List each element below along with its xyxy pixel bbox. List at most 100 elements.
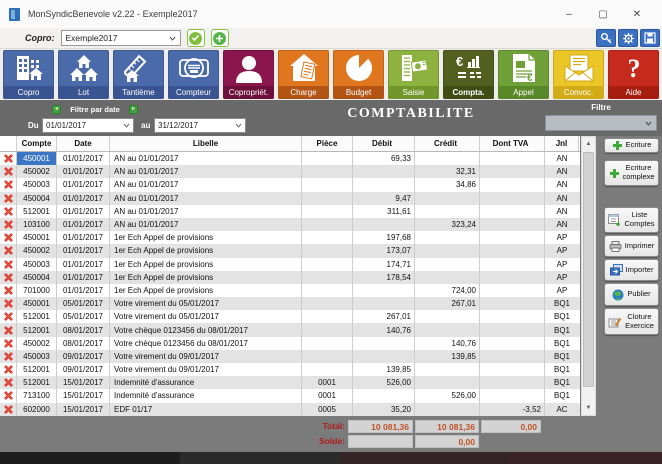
table-row[interactable]: 602000 15/01/2017 EDF 01/17 0005 35,20 -3,52 A… (0, 402, 580, 416)
cell-credit[interactable] (415, 376, 480, 390)
cell-debit[interactable]: 35,20 (353, 402, 415, 416)
cell-piece[interactable] (302, 323, 353, 337)
table-row[interactable]: 450001 01/01/2017 AN au 01/01/2017 69,33 AN (0, 152, 580, 166)
cell-date[interactable]: 01/01/2017 (57, 231, 110, 245)
delete-row-icon[interactable] (0, 363, 17, 377)
cell-compte[interactable]: 450003 (17, 349, 57, 363)
cell-libelle[interactable]: Indemnité d'assurance (110, 389, 302, 403)
table-row[interactable]: 450001 05/01/2017 Votre virement du 05/01/… (0, 297, 580, 311)
nav-button-coproprit[interactable]: Copropriét. (223, 50, 274, 99)
cell-jnl[interactable]: AC (556, 404, 568, 414)
cell-credit[interactable] (415, 191, 480, 205)
cell-piece[interactable] (302, 217, 353, 232)
delete-row-icon[interactable] (0, 323, 17, 337)
cell-credit[interactable]: 526,00 (415, 389, 480, 403)
cell-credit[interactable] (415, 257, 480, 271)
table-row[interactable]: 512001 09/01/2017 Votre virement du 09/01/… (0, 363, 580, 377)
cell-compte[interactable]: 450001 (17, 231, 57, 245)
nav-button-lot[interactable]: Lot (58, 50, 109, 99)
cell-jnl[interactable]: BQ1 (553, 299, 570, 309)
cell-libelle[interactable]: Votre virement du 09/01/2017 (110, 349, 302, 363)
cell-credit[interactable] (415, 310, 480, 324)
delete-row-icon[interactable] (0, 270, 17, 284)
cell-compte[interactable]: 450003 (17, 178, 57, 192)
license-key-button[interactable] (596, 29, 616, 47)
cell-jnl[interactable]: AP (556, 272, 568, 282)
cell-libelle[interactable]: 1er Ech Appel de provisions (110, 270, 302, 284)
nav-button-appel[interactable]: € Appel (498, 50, 549, 99)
cell-piece[interactable] (302, 310, 353, 324)
cell-debit[interactable]: 178,54 (353, 270, 415, 284)
cell-piece[interactable] (302, 283, 353, 298)
cell-piece[interactable] (302, 204, 353, 218)
cell-piece[interactable]: 0001 (302, 389, 353, 403)
cell-dont-tva[interactable] (480, 191, 545, 205)
validate-copro-button[interactable] (186, 29, 205, 47)
nav-button-saisie[interactable]: Saisie (388, 50, 439, 99)
delete-row-icon[interactable] (0, 231, 17, 245)
cell-piece[interactable] (302, 297, 353, 311)
cell-credit[interactable] (415, 204, 480, 218)
cell-date[interactable]: 08/01/2017 (57, 336, 110, 350)
date-to-select[interactable]: 31/12/2017 (154, 118, 246, 133)
cell-jnl[interactable]: BQ1 (553, 378, 570, 388)
cell-debit[interactable] (353, 349, 415, 363)
delete-row-icon[interactable] (0, 152, 17, 166)
delete-row-icon[interactable] (0, 297, 17, 311)
cell-jnl[interactable]: AP (556, 246, 568, 256)
cell-credit[interactable]: 140,76 (415, 336, 480, 350)
nav-button-compta[interactable]: € Compta. (443, 50, 494, 99)
cell-libelle[interactable]: Votre virement du 09/01/2017 (110, 363, 302, 377)
cell-credit[interactable] (415, 244, 480, 258)
delete-row-icon[interactable] (0, 336, 17, 350)
cell-date[interactable]: 01/01/2017 (57, 178, 110, 192)
cell-credit[interactable] (415, 363, 480, 377)
delete-row-icon[interactable] (0, 165, 17, 179)
cell-libelle[interactable]: 1er Ech Appel de provisions (110, 244, 302, 258)
table-row[interactable]: 450003 01/01/2017 1er Ech Appel de provisi… (0, 257, 580, 271)
cell-piece[interactable]: 0005 (302, 402, 353, 416)
delete-row-icon[interactable] (0, 217, 17, 232)
cell-compte[interactable]: 450002 (17, 244, 57, 258)
cell-debit[interactable]: 173,07 (353, 244, 415, 258)
close-button[interactable]: ✕ (632, 8, 642, 20)
cell-debit[interactable]: 526,00 (353, 376, 415, 390)
cell-credit[interactable]: 267,01 (415, 297, 480, 311)
delete-row-icon[interactable] (0, 349, 17, 363)
table-row[interactable]: 713100 15/01/2017 Indemnité d'assurance 000… (0, 389, 580, 403)
prev-period-button[interactable]: ◂ (52, 105, 61, 114)
cell-compte[interactable]: 512001 (17, 323, 57, 337)
column-header-compte[interactable]: Compte (17, 136, 57, 151)
cell-jnl[interactable]: BQ1 (553, 365, 570, 375)
liste-comptes-button[interactable]: Liste Comptes (604, 207, 659, 233)
cell-debit[interactable]: 9,47 (353, 191, 415, 205)
delete-row-icon[interactable] (0, 191, 17, 205)
cell-compte[interactable]: 450003 (17, 257, 57, 271)
cell-libelle[interactable]: AN au 01/01/2017 (110, 152, 302, 166)
imprimer-button[interactable]: Imprimer (604, 235, 659, 257)
cell-dont-tva[interactable] (480, 217, 545, 232)
table-row[interactable]: 450003 01/01/2017 AN au 01/01/2017 34,86 AN (0, 178, 580, 192)
delete-row-icon[interactable] (0, 178, 17, 192)
cell-libelle[interactable]: EDF 01/17 (110, 402, 302, 416)
cell-libelle[interactable]: AN au 01/01/2017 (110, 165, 302, 179)
cell-dont-tva[interactable] (480, 363, 545, 377)
cell-debit[interactable]: 174,71 (353, 257, 415, 271)
cell-dont-tva[interactable] (480, 152, 545, 166)
cell-credit[interactable] (415, 323, 480, 337)
cloture-exercice-button[interactable]: Cloture Exercice (604, 308, 659, 335)
cell-debit[interactable]: 69,33 (353, 152, 415, 166)
cell-dont-tva[interactable] (480, 165, 545, 179)
cell-compte[interactable]: 450002 (17, 165, 57, 179)
delete-row-icon[interactable] (0, 376, 17, 390)
cell-debit[interactable] (353, 283, 415, 298)
cell-date[interactable]: 01/01/2017 (57, 165, 110, 179)
ecriture-complexe-button[interactable]: Ecriture complexe (604, 160, 659, 186)
cell-libelle[interactable]: 1er Ech Appel de provisions (110, 231, 302, 245)
cell-debit[interactable] (353, 165, 415, 179)
cell-compte[interactable]: 450004 (17, 191, 57, 205)
delete-row-icon[interactable] (0, 204, 17, 218)
cell-date[interactable]: 01/01/2017 (57, 217, 110, 232)
cell-date[interactable]: 15/01/2017 (57, 402, 110, 416)
cell-jnl[interactable]: BQ1 (553, 312, 570, 322)
